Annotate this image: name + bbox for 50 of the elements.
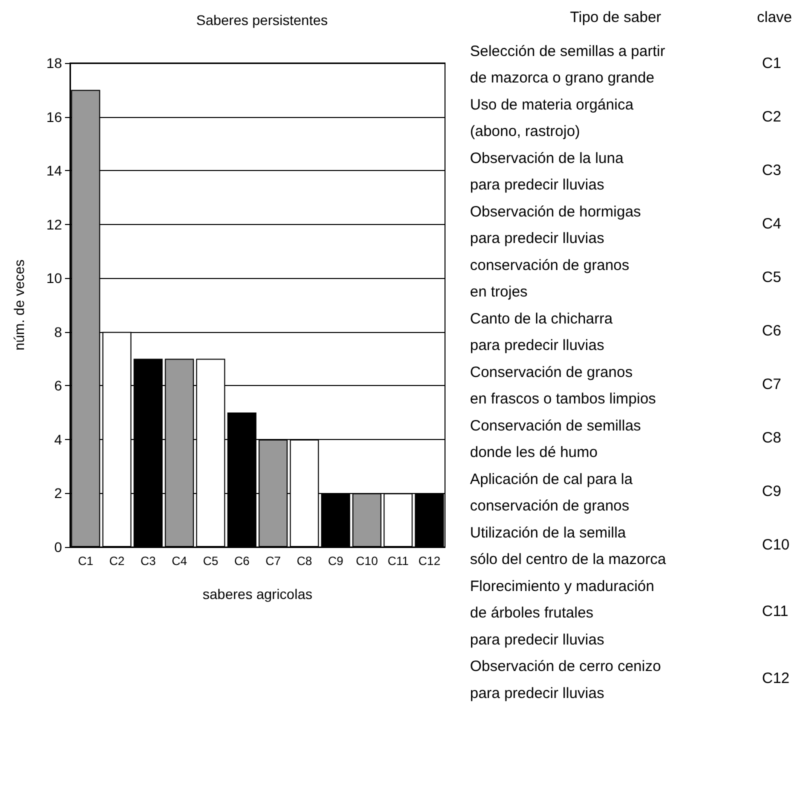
- y-axis-title: núm. de veces: [11, 259, 27, 351]
- chart-title: Saberes persistentes: [196, 12, 328, 28]
- text: Utilización de la semilla sólo del centro de la mazorca: [470, 524, 667, 568]
- text: C3: [762, 162, 782, 179]
- text: Tipo de saber: [570, 9, 662, 26]
- x-tick-label: C11: [388, 554, 410, 568]
- text: C8: [762, 429, 782, 446]
- x-tick-label: C3: [140, 554, 156, 568]
- y-tick-label: 2: [54, 485, 62, 502]
- y-tick-label: 18: [46, 55, 62, 71]
- text: C1: [762, 54, 782, 72]
- x-tick-label: C4: [172, 554, 188, 568]
- text: conservación de granos en trojes: [470, 256, 630, 301]
- x-tick-label: C7: [265, 554, 282, 568]
- text: C2: [762, 108, 782, 126]
- text: Canto de la chicharra para predecir lluvias: [470, 310, 614, 354]
- y-tick-label: 6: [54, 378, 62, 394]
- x-axis-title: saberes agricolas: [202, 586, 312, 602]
- text: C4: [762, 215, 782, 232]
- text: Conservación de granos en frascos o tambos limpios: [470, 364, 656, 408]
- text: C7: [762, 376, 782, 393]
- text: Observación de cerro cenizo para predecir lluvias: [470, 658, 661, 702]
- text: Conservación de semillas donde les dé humo: [470, 417, 641, 462]
- y-tick-label: 16: [46, 108, 62, 125]
- text: C6: [762, 322, 782, 340]
- text: Florecimiento y maduración de árboles frutales para predecir lluvias: [470, 578, 654, 648]
- x-tick-label: C12: [418, 554, 441, 568]
- text: C12: [762, 670, 790, 687]
- x-tick-label: C9: [328, 554, 344, 568]
- text: C9: [762, 482, 782, 500]
- x-tick-label: C1: [78, 554, 94, 568]
- x-tick-label: C6: [234, 554, 250, 568]
- x-tick-label: C2: [109, 554, 125, 568]
- text: C10: [762, 536, 790, 554]
- x-tick-label: C5: [202, 554, 219, 568]
- text: clave: [757, 9, 792, 26]
- x-tick-label: C8: [296, 554, 312, 568]
- y-tick-label: 0: [54, 539, 62, 555]
- text: Selección de semillas a partir de mazorca o grano grande: [470, 42, 666, 87]
- y-tick-label: 4: [54, 431, 62, 448]
- text: Aplicación de cal para la conservación de granos: [470, 470, 634, 515]
- text: C11: [762, 603, 788, 620]
- x-tick-label: C10: [356, 554, 378, 568]
- y-tick-label: 8: [54, 324, 62, 340]
- text: Uso de materia orgánica (abono, rastrojo): [470, 96, 634, 140]
- y-tick-label: 14: [46, 162, 62, 179]
- text: C5: [762, 268, 782, 286]
- y-tick-label: 10: [46, 270, 62, 286]
- y-tick-label: 12: [46, 216, 62, 232]
- text: Observación de la luna para predecir lluvias: [470, 150, 624, 194]
